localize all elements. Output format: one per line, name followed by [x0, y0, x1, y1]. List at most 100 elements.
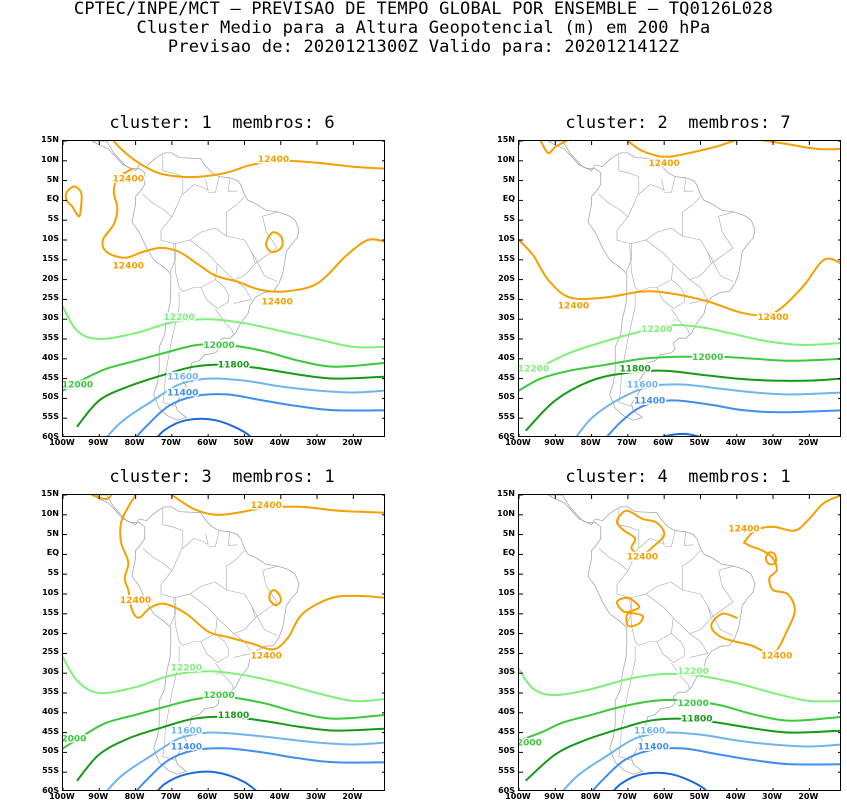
- contour-line-12200: [539, 323, 840, 368]
- country-border: [189, 581, 256, 634]
- lat-axis-label: 15N: [41, 135, 59, 144]
- panel-title: cluster: 3 membros: 1: [109, 467, 335, 487]
- contour-line-11600: [575, 383, 840, 436]
- contour-label: 12400: [251, 501, 282, 511]
- lon-axis-label: 70W: [616, 438, 637, 447]
- country-border: [182, 179, 209, 195]
- contour-label: 12200: [641, 325, 672, 335]
- lat-axis-label: 20S: [498, 627, 515, 637]
- contour-line-12400: [119, 495, 384, 651]
- header-subtitle-line: Cluster Medio para a Altura Geopotencial…: [136, 18, 711, 38]
- lat-axis-label: 50S: [42, 746, 59, 756]
- contour-line-12400: [101, 167, 384, 293]
- lat-axis-label: 10N: [497, 154, 515, 164]
- lat-axis-label: 5S: [47, 568, 59, 578]
- contour-line-11800: [76, 715, 384, 782]
- contour-line-12400: [710, 541, 796, 655]
- contour-label: 12400: [258, 155, 289, 165]
- contour-label: 11400: [638, 742, 669, 752]
- lat-axis-label: 45S: [498, 726, 515, 736]
- country-border: [255, 566, 278, 619]
- contour-label: 12200: [163, 313, 194, 323]
- country-border: [215, 673, 234, 690]
- country-border: [638, 533, 665, 549]
- header-title-line: CPTEC/INPE/MCT — PREVISAO DE TEMPO GLOBA…: [73, 0, 774, 19]
- contour-line-12400: [170, 495, 384, 516]
- lat-axis-label: 10S: [42, 588, 59, 597]
- lon-axis-label: 50W: [689, 438, 710, 447]
- contour-line-12400: [519, 239, 840, 317]
- contour-label: 12000: [692, 353, 723, 363]
- country-border: [215, 319, 234, 336]
- lat-axis-label: 5N: [502, 528, 515, 538]
- lon-axis-label: 40W: [725, 438, 746, 447]
- country-border: [618, 645, 636, 761]
- lat-axis-label: 55S: [498, 412, 515, 422]
- lon-axis-label: 80W: [580, 438, 601, 447]
- lat-axis-label: 5N: [502, 174, 515, 184]
- lon-axis-label: 100W: [505, 792, 531, 801]
- country-border: [200, 633, 230, 663]
- lon-axis-label: 50W: [689, 792, 710, 801]
- lat-axis-label: 25S: [42, 647, 59, 657]
- lat-axis-label: 45S: [42, 726, 59, 736]
- lat-axis-label: 5S: [503, 568, 515, 578]
- contour-label: 11600: [627, 381, 658, 391]
- country-border: [627, 192, 640, 218]
- country-border: [162, 291, 180, 407]
- lon-axis-label: 60W: [197, 438, 218, 447]
- country-border: [171, 192, 184, 218]
- lat-axis-label: 55S: [498, 766, 515, 776]
- country-border: [618, 508, 640, 547]
- lon-axis-label: 20W: [342, 438, 363, 447]
- lon-axis-label: 80W: [580, 792, 601, 801]
- lat-axis-label: 35S: [42, 687, 59, 696]
- country-border: [656, 279, 686, 309]
- lon-axis-label: 80W: [124, 438, 145, 447]
- contour-line-11600: [106, 377, 384, 436]
- contour-label: 12400: [649, 159, 680, 169]
- contour-label: 12000: [519, 739, 542, 749]
- map-frame: 12400 12400 12400 12200 12000 12200 11800 11600…: [518, 140, 841, 437]
- contour-line-11200: [661, 432, 701, 436]
- map-svg: 12400 12400 12400 12200 12000 11800 2000 11600 1…: [63, 495, 384, 790]
- contour-line-12400: [112, 141, 384, 179]
- lat-axis-label: EQ: [46, 548, 59, 558]
- lat-axis-label: 30S: [42, 313, 59, 323]
- lon-axis-label: 70W: [616, 792, 637, 801]
- lat-axis-label: 15S: [498, 253, 515, 263]
- lat-axis-label: 10S: [42, 234, 59, 243]
- lat-axis-label: 15N: [41, 489, 59, 498]
- country-border: [142, 548, 176, 626]
- contour-line-11400: [606, 399, 840, 436]
- contour-line-11200: [156, 770, 257, 790]
- panel-title: cluster: 4 membros: 1: [565, 467, 791, 487]
- country-border: [711, 566, 734, 619]
- contour-line-12400: [615, 509, 666, 556]
- country-border: [627, 546, 640, 572]
- lat-axis-label: 25S: [42, 293, 59, 303]
- country-border: [171, 546, 184, 572]
- contour-line-12000: [63, 695, 384, 750]
- contour-label: 12400: [113, 262, 144, 272]
- lon-axis-label: 40W: [269, 438, 290, 447]
- contour-line-11400: [135, 393, 384, 436]
- lat-axis-label: 5S: [503, 214, 515, 224]
- lon-axis-label: 20W: [342, 792, 363, 801]
- contour-line-12400: [539, 141, 568, 155]
- contour-line-12400: [265, 231, 284, 254]
- contour-line-12200: [63, 656, 384, 703]
- lat-axis-label: 15S: [498, 607, 515, 617]
- contour-label: 12400: [120, 596, 151, 606]
- panel-title: cluster: 2 membros: 7: [565, 113, 791, 133]
- lat-axis-label: 20S: [42, 627, 59, 637]
- contour-label: 11800: [681, 715, 712, 725]
- country-border: [173, 239, 218, 292]
- lat-axis-label: 20S: [42, 273, 59, 283]
- contour-label: 12400: [627, 552, 658, 562]
- country-border: [208, 530, 220, 547]
- country-border: [656, 633, 686, 663]
- lat-axis-label: 55S: [42, 412, 59, 422]
- contour-line-12000: [519, 698, 840, 742]
- lat-axis-label: 30S: [42, 667, 59, 677]
